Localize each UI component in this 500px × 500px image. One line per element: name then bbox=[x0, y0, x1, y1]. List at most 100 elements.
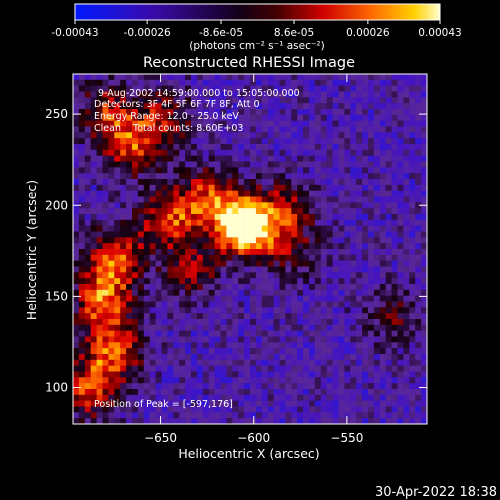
heatmap-cell bbox=[415, 219, 422, 226]
heatmap-cell bbox=[96, 173, 103, 180]
heatmap-cell bbox=[84, 319, 91, 326]
heatmap-cell bbox=[132, 231, 139, 238]
heatmap-cell bbox=[214, 319, 221, 326]
heatmap-cell bbox=[267, 173, 274, 180]
heatmap-cell bbox=[90, 79, 97, 86]
heatmap-cell bbox=[379, 371, 386, 378]
heatmap-cell bbox=[273, 138, 280, 145]
heatmap-cell bbox=[149, 196, 156, 203]
heatmap-cell bbox=[320, 74, 327, 81]
heatmap-cell bbox=[273, 97, 280, 104]
heatmap-cell bbox=[226, 260, 233, 267]
heatmap-cell bbox=[303, 254, 310, 261]
heatmap-cell bbox=[132, 348, 139, 355]
heatmap-cell bbox=[137, 167, 145, 174]
heatmap-cell bbox=[385, 144, 392, 151]
heatmap-cell bbox=[84, 383, 91, 390]
heatmap-cell bbox=[385, 377, 392, 384]
heatmap-cell bbox=[397, 301, 404, 308]
heatmap-cell bbox=[279, 284, 286, 291]
heatmap-cell bbox=[114, 132, 121, 139]
heatmap-cell bbox=[397, 295, 404, 302]
heatmap-cell bbox=[102, 114, 109, 121]
heatmap-cell bbox=[338, 219, 345, 226]
heatmap-cell bbox=[73, 225, 80, 232]
heatmap-cell bbox=[350, 324, 357, 331]
heatmap-cell bbox=[279, 190, 286, 197]
heatmap-cell bbox=[303, 301, 310, 308]
heatmap-cell bbox=[267, 319, 274, 326]
heatmap-cell bbox=[226, 225, 233, 232]
heatmap-cell bbox=[297, 313, 304, 320]
heatmap-cell bbox=[385, 114, 392, 121]
heatmap-cell bbox=[78, 132, 86, 139]
heatmap-cell bbox=[220, 336, 227, 343]
heatmap-cell bbox=[279, 149, 286, 156]
heatmap-cell bbox=[267, 412, 274, 419]
heatmap-cell bbox=[155, 260, 162, 267]
heatmap-cell bbox=[362, 400, 369, 407]
heatmap-cell bbox=[108, 406, 115, 413]
heatmap-cell bbox=[179, 371, 186, 378]
heatmap-cell bbox=[338, 208, 345, 215]
heatmap-cell bbox=[143, 348, 150, 355]
heatmap-cell bbox=[244, 365, 251, 372]
heatmap-cell bbox=[255, 406, 263, 413]
heatmap-cell bbox=[202, 319, 209, 326]
heatmap-cell bbox=[84, 284, 91, 291]
heatmap-cell bbox=[185, 359, 192, 366]
heatmap-cell bbox=[250, 266, 257, 273]
heatmap-cell bbox=[273, 365, 280, 372]
heatmap-cell bbox=[202, 278, 209, 285]
heatmap-cell bbox=[332, 132, 339, 139]
heatmap-cell bbox=[132, 225, 139, 232]
heatmap-cell bbox=[279, 126, 286, 133]
heatmap-cell bbox=[220, 208, 227, 215]
heatmap-cell bbox=[297, 336, 304, 343]
heatmap-cell bbox=[261, 249, 268, 256]
heatmap-cell bbox=[403, 219, 410, 226]
heatmap-cell bbox=[202, 202, 209, 209]
heatmap-cell bbox=[102, 377, 109, 384]
heatmap-cell bbox=[391, 155, 398, 162]
heatmap-cell bbox=[255, 219, 263, 226]
heatmap-cell bbox=[126, 219, 133, 226]
heatmap-cell bbox=[326, 161, 333, 168]
heatmap-cell bbox=[226, 295, 233, 302]
heatmap-cell bbox=[185, 225, 192, 232]
heatmap-cell bbox=[179, 284, 186, 291]
heatmap-cell bbox=[309, 138, 316, 145]
heatmap-cell bbox=[368, 219, 375, 226]
heatmap-cell bbox=[297, 214, 304, 221]
heatmap-cell bbox=[202, 149, 209, 156]
heatmap-cell bbox=[126, 85, 133, 92]
heatmap-cell bbox=[409, 377, 416, 384]
heatmap-cell bbox=[379, 324, 386, 331]
heatmap-cell bbox=[261, 173, 268, 180]
heatmap-cell bbox=[96, 196, 103, 203]
heatmap-cell bbox=[108, 377, 115, 384]
heatmap-cell bbox=[250, 330, 257, 337]
heatmap-cell bbox=[155, 330, 162, 337]
heatmap-cell bbox=[173, 167, 180, 174]
heatmap-cell bbox=[356, 208, 363, 215]
heatmap-cell bbox=[297, 319, 304, 326]
heatmap-cell bbox=[196, 184, 204, 191]
heatmap-cell bbox=[232, 155, 239, 162]
heatmap-cell bbox=[250, 284, 257, 291]
heatmap-cell bbox=[191, 377, 198, 384]
heatmap-cell bbox=[114, 97, 121, 104]
heatmap-cell bbox=[214, 237, 221, 244]
heatmap-cell bbox=[350, 167, 357, 174]
heatmap-cell bbox=[96, 254, 103, 261]
heatmap-cell bbox=[267, 313, 274, 320]
heatmap-cell bbox=[350, 202, 357, 209]
heatmap-cell bbox=[368, 208, 375, 215]
heatmap-cell bbox=[120, 161, 127, 168]
heatmap-cell bbox=[155, 109, 162, 116]
heatmap-cell bbox=[273, 313, 280, 320]
heatmap-cell bbox=[202, 132, 209, 139]
heatmap-cell bbox=[250, 278, 257, 285]
heatmap-cell bbox=[132, 219, 139, 226]
heatmap-cell bbox=[132, 155, 139, 162]
